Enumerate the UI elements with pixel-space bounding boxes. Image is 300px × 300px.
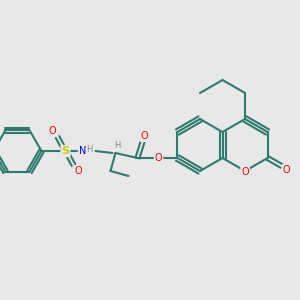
Text: O: O — [49, 126, 56, 136]
Text: O: O — [283, 165, 290, 175]
Text: N: N — [79, 146, 86, 156]
Text: O: O — [155, 153, 162, 163]
Text: H: H — [86, 146, 93, 154]
Text: H: H — [114, 140, 121, 149]
Text: S: S — [61, 146, 70, 156]
Text: O: O — [241, 167, 249, 177]
Text: O: O — [141, 131, 148, 141]
Text: O: O — [75, 166, 82, 176]
